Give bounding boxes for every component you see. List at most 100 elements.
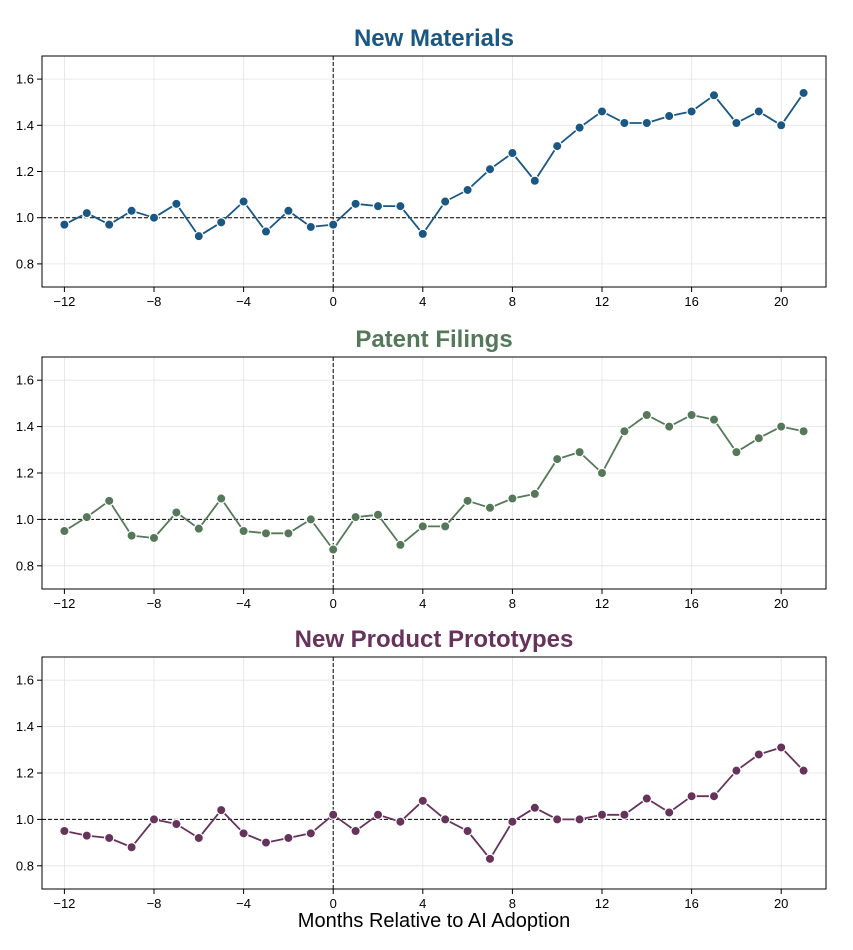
data-point	[776, 120, 787, 131]
data-point	[171, 818, 182, 830]
data-point	[81, 207, 93, 219]
panel-3: −12 −8 −4 0 4 8 12 16 20 0.8 1.0 1.2 1.4 1.6 New Produ…	[16, 626, 827, 932]
data-point	[529, 488, 541, 500]
data-point	[507, 816, 518, 827]
x-tick-label: 8	[509, 596, 516, 611]
data-point	[171, 198, 182, 210]
data-point	[126, 205, 137, 216]
data-point	[193, 523, 204, 534]
x-tick-label: −12	[53, 596, 75, 611]
data-point	[283, 205, 294, 216]
y-tick-label: 1.4	[16, 118, 34, 133]
data-point	[238, 196, 249, 207]
x-tick-label: 0	[330, 294, 337, 309]
data-point	[148, 814, 160, 825]
x-tick-label: 20	[774, 896, 788, 911]
y-tick-label: 1.2	[16, 164, 34, 179]
data-point	[574, 122, 585, 133]
data-point	[350, 825, 361, 837]
x-tick-label: 12	[595, 896, 609, 911]
panel-1: −12 −8 −4 0 4 8 12 16 20 0.8 1.0 1.2 1.4 1.6 New Mater…	[16, 25, 827, 309]
data-point	[238, 828, 249, 839]
data-point	[126, 530, 137, 541]
x-tick-label: 4	[419, 294, 426, 309]
data-point	[148, 212, 160, 223]
data-point	[215, 804, 227, 816]
data-point	[798, 87, 809, 99]
data-point	[328, 219, 339, 230]
data-point	[552, 140, 563, 152]
data-point	[686, 409, 697, 421]
x-tick-label: 0	[330, 896, 337, 911]
data-point	[619, 809, 630, 820]
x-tick-label: 8	[509, 896, 516, 911]
data-point	[260, 528, 272, 539]
data-point	[59, 825, 70, 837]
x-tick-label: −8	[147, 896, 162, 911]
data-point	[462, 184, 473, 196]
x-tick-label: −12	[53, 896, 75, 911]
data-point	[641, 793, 653, 804]
data-point	[193, 230, 204, 242]
data-point	[350, 511, 361, 523]
x-tick-label: −4	[236, 596, 251, 611]
data-point	[238, 525, 249, 537]
data-point	[753, 749, 765, 760]
x-tick-label: −4	[236, 294, 251, 309]
data-point	[753, 433, 765, 444]
x-tick-label: 20	[774, 294, 788, 309]
x-tick-label: 16	[684, 596, 698, 611]
y-tick-label: 1.2	[16, 466, 34, 481]
data-point	[776, 421, 787, 432]
data-point	[686, 791, 697, 802]
y-tick-label: 1.4	[16, 419, 34, 434]
x-tick-label: 4	[419, 596, 426, 611]
data-point	[193, 832, 204, 844]
y-tick-label: 1.6	[16, 373, 34, 388]
data-point	[372, 200, 384, 212]
data-point	[484, 853, 496, 865]
data-point	[103, 219, 115, 230]
x-tick-label: 0	[330, 596, 337, 611]
data-point	[305, 828, 316, 839]
data-point	[731, 446, 742, 458]
data-point	[417, 228, 428, 240]
data-point	[148, 532, 160, 544]
data-point	[103, 495, 115, 507]
series-line	[63, 414, 804, 551]
panel-title: Patent Filings	[355, 326, 512, 353]
data-point	[440, 814, 451, 825]
data-point	[81, 830, 93, 841]
x-tick-label: 4	[419, 896, 426, 911]
data-point	[440, 521, 451, 532]
y-tick-label: 0.8	[16, 256, 34, 271]
data-point	[417, 521, 428, 532]
data-point	[260, 837, 272, 848]
y-tick-label: 1.0	[16, 210, 34, 225]
y-tick-label: 1.0	[16, 512, 34, 527]
data-point	[171, 507, 182, 518]
x-tick-label: 12	[595, 596, 609, 611]
data-point	[552, 453, 563, 465]
data-point	[708, 414, 720, 425]
data-point	[529, 175, 541, 186]
y-tick-label: 0.8	[16, 858, 34, 873]
panel-title: New Materials	[354, 25, 514, 52]
data-point	[328, 544, 339, 555]
data-point	[59, 219, 70, 230]
data-point	[664, 110, 675, 122]
data-point	[462, 495, 473, 507]
data-point	[641, 409, 653, 421]
data-point	[507, 147, 518, 159]
x-tick-label: 8	[509, 294, 516, 309]
data-point	[372, 809, 384, 820]
data-point	[395, 816, 406, 827]
data-point	[215, 493, 227, 504]
x-tick-label: 16	[684, 896, 698, 911]
data-point	[798, 426, 809, 437]
data-point	[462, 825, 473, 837]
data-point	[664, 421, 675, 432]
x-axis-label: Months Relative to AI Adoption	[298, 910, 570, 932]
